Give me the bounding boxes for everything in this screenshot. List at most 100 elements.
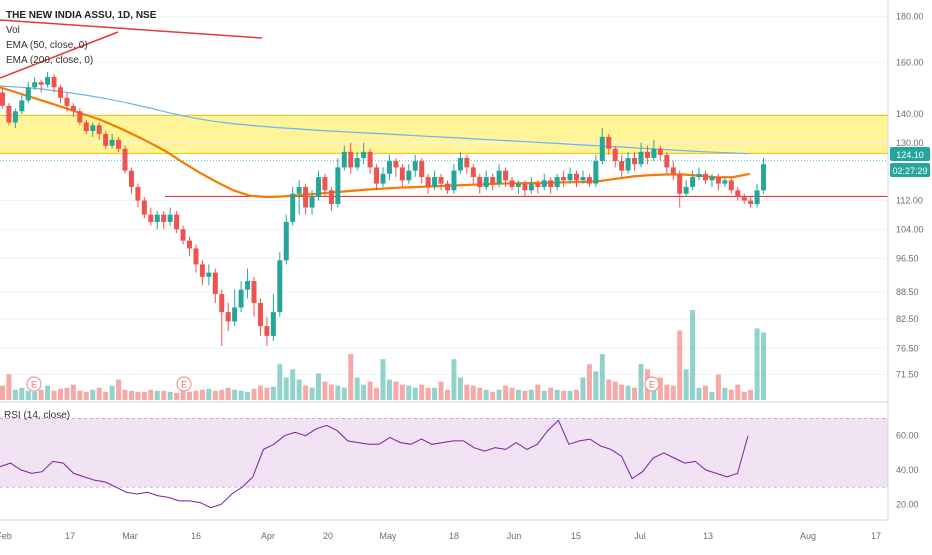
candle-body [322, 177, 328, 191]
volume-bar [45, 385, 51, 400]
candle-body [696, 173, 702, 178]
candle-body [296, 186, 302, 194]
candle-body [219, 294, 225, 313]
volume-bar [296, 379, 302, 400]
candle-body [328, 190, 334, 205]
countdown-label: 02:27:29 [892, 166, 927, 176]
price-zone [0, 115, 888, 154]
last-price-box [890, 147, 930, 161]
candle-body [638, 151, 644, 165]
volume-bar [148, 389, 154, 400]
candle-body [393, 161, 399, 168]
candle-body [232, 307, 238, 322]
candle-body [374, 167, 380, 184]
volume-bar [535, 384, 541, 400]
rsi-tick-label: 60.00 [896, 431, 919, 441]
candle-body [451, 170, 457, 191]
candle-body [309, 197, 315, 208]
price-tick-label: 82.50 [896, 314, 919, 324]
candle-body [496, 170, 502, 184]
volume-bar [722, 387, 728, 400]
candle-body [12, 111, 18, 123]
candle-body [561, 177, 567, 181]
candle-body [515, 183, 521, 187]
time-tick-label: Aug [800, 531, 816, 541]
time-tick-label: 13 [703, 531, 713, 541]
candle-body [535, 183, 541, 187]
candle-body [245, 281, 251, 290]
volume-bar [335, 385, 341, 400]
candle-body [103, 133, 109, 146]
candle-body [83, 122, 89, 132]
candle-body [335, 167, 341, 205]
volume-bar [496, 389, 502, 400]
volume-bar [154, 390, 160, 400]
candle-body [199, 264, 205, 277]
volume-bar [116, 379, 122, 400]
volume-bar [70, 384, 76, 400]
candle-body [599, 136, 605, 162]
volume-bar [561, 390, 567, 400]
price-tick-label: 71.50 [896, 370, 919, 380]
earnings-marker-label: E [649, 380, 655, 390]
time-tick-label: 16 [191, 531, 201, 541]
volume-bar [206, 388, 212, 400]
legend-vol: Vol [6, 25, 20, 36]
candle-body [0, 92, 5, 106]
volume-bar [664, 384, 670, 400]
candle-body [116, 139, 122, 149]
candle-body [419, 161, 425, 178]
volume-bar [354, 377, 360, 400]
volume-bar [283, 377, 289, 400]
candle-body [148, 214, 154, 222]
volume-bar [574, 389, 579, 400]
volume-bar [225, 387, 231, 400]
y-axis: 180.00 160.00 140.00 130.00 112.00 104.00 96.5… [896, 12, 924, 380]
candle-body [432, 177, 438, 187]
volume-bar [309, 387, 315, 400]
price-tick-label: 112.00 [896, 196, 923, 206]
candle-body [445, 183, 450, 191]
candle-body [464, 157, 470, 168]
candle-body [361, 151, 367, 158]
volume-bar [457, 377, 463, 400]
volume-bar [619, 384, 625, 400]
volume-bar [322, 381, 328, 400]
time-tick-label: Feb [0, 531, 12, 541]
volume-bar [361, 384, 367, 400]
candle-body [206, 272, 212, 277]
candle-body [257, 302, 263, 327]
volume-bar [548, 387, 554, 400]
candle-body [251, 281, 257, 303]
volume-bar [515, 389, 521, 400]
volume-bar [374, 387, 380, 400]
trend-line [0, 19, 263, 39]
volume-bar [187, 391, 192, 400]
price-tick-label: 140.00 [896, 109, 924, 119]
ema200-line [0, 85, 749, 155]
volume-bar [257, 385, 263, 400]
time-tick-label: Apr [261, 531, 275, 541]
volume-bar [503, 385, 509, 400]
volume-bar [625, 385, 631, 400]
earnings-marker-label: E [31, 380, 37, 390]
volume-bar [528, 389, 534, 400]
volume-bar [683, 369, 689, 400]
candle-body [303, 186, 309, 208]
volume-bar [270, 386, 276, 400]
candle-body [541, 180, 547, 187]
candle-body [728, 180, 734, 191]
volume-bar [445, 389, 450, 400]
candle-body [548, 180, 554, 187]
volume-bar [245, 391, 251, 400]
volume-bar [741, 391, 747, 400]
candle-body [277, 260, 283, 313]
volume-bar [470, 385, 476, 400]
price-tick-label: 96.50 [896, 253, 919, 263]
candle-body [161, 214, 167, 222]
candle-body [554, 177, 560, 187]
volume-bar [341, 387, 347, 400]
candle-body [270, 312, 276, 336]
